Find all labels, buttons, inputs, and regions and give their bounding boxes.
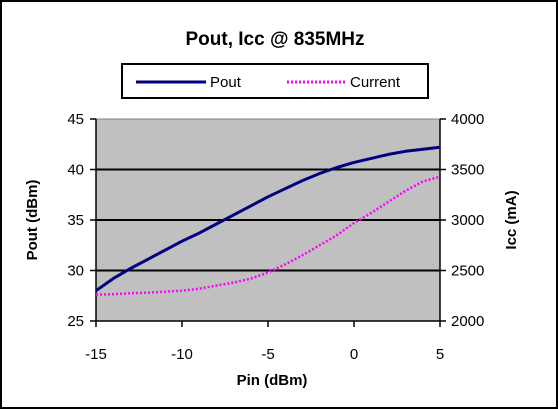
y-right-tick-label: 4000: [451, 111, 484, 128]
y-right-tick-label: 2000: [451, 313, 484, 330]
x-tick-labels: -15 -10 -5 0 5: [85, 346, 444, 363]
axes: [90, 118, 446, 327]
series-lines: [95, 145, 441, 296]
chart-title: Pout, Icc @ 835MHz: [185, 29, 364, 50]
legend: Pout Current: [121, 63, 429, 99]
series-line-current: [95, 175, 441, 296]
series-line-pout: [95, 145, 441, 292]
x-tick-label: -15: [85, 346, 107, 363]
x-tick-label: 0: [350, 346, 358, 363]
y-left-tick-label: 25: [67, 313, 84, 330]
y-right-tick-label: 2500: [451, 263, 484, 280]
gridlines: [96, 168, 440, 272]
y-left-tick-labels: 25 30 35 40 45: [67, 111, 84, 330]
y-left-tick-label: 30: [67, 263, 84, 280]
y-right-tick-label: 3500: [451, 162, 484, 179]
legend-label-current: Current: [350, 74, 401, 91]
y-left-tick-label: 35: [67, 212, 84, 229]
y-right-tick-labels: 2000 2500 3000 3500 4000: [451, 111, 484, 330]
y-right-axis-label: Icc (mA): [503, 190, 520, 249]
y-left-axis-label: Pout (dBm): [24, 180, 41, 261]
x-axis-label: Pin (dBm): [237, 372, 308, 389]
y-left-tick-label: 40: [67, 162, 84, 179]
x-tick-label: -10: [171, 346, 193, 363]
legend-label-pout: Pout: [210, 74, 242, 91]
x-tick-label: 5: [436, 346, 444, 363]
x-tick-label: -5: [261, 346, 274, 363]
y-left-tick-label: 45: [67, 111, 84, 128]
y-right-tick-label: 3000: [451, 212, 484, 229]
